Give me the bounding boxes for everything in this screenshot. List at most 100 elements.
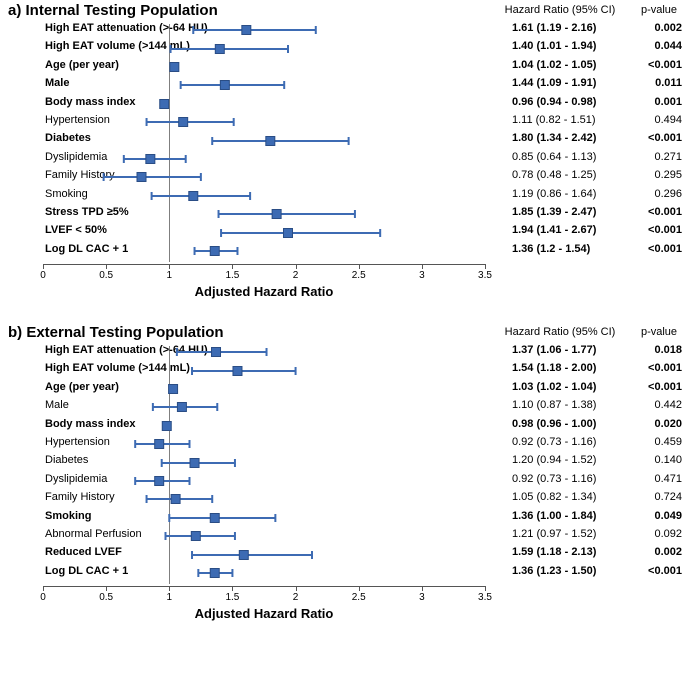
row-pvalue: 0.494 [632, 114, 682, 126]
col-header-hr: Hazard Ratio (95% CI) [490, 326, 630, 338]
x-axis-label: Adjusted Hazard Ratio [184, 284, 344, 299]
ci-marker [0, 546, 495, 564]
row-hr: 1.61 (1.19 - 2.16) [512, 22, 622, 34]
row-pvalue: <0.001 [632, 362, 682, 374]
row-pvalue: 0.001 [632, 96, 682, 108]
axis-tick [485, 264, 486, 269]
row-pvalue: 0.002 [632, 22, 682, 34]
x-axis [43, 586, 485, 587]
row-hr: 1.05 (0.82 - 1.34) [512, 491, 622, 503]
ci-marker [0, 343, 495, 361]
row-hr: 1.11 (0.82 - 1.51) [512, 114, 622, 126]
axis-tick [232, 586, 233, 591]
axis-tick [43, 586, 44, 591]
row-hr: 1.21 (0.97 - 1.52) [512, 528, 622, 540]
row-hr: 1.59 (1.18 - 2.13) [512, 546, 622, 558]
row-pvalue: 0.295 [632, 169, 682, 181]
axis-tick-label: 2 [293, 592, 299, 603]
row-hr: 1.20 (0.94 - 1.52) [512, 454, 622, 466]
col-header-hr: Hazard Ratio (95% CI) [490, 4, 630, 16]
x-axis [43, 264, 485, 265]
ci-marker [0, 509, 495, 527]
row-hr: 1.37 (1.06 - 1.77) [512, 344, 622, 356]
row-pvalue: 0.049 [632, 510, 682, 522]
axis-tick [169, 586, 170, 591]
axis-tick-label: 3.5 [478, 592, 492, 603]
axis-tick [169, 264, 170, 269]
row-hr: 1.54 (1.18 - 2.00) [512, 362, 622, 374]
ci-marker [0, 132, 495, 150]
row-pvalue: 0.471 [632, 473, 682, 485]
col-header-p: p-value [634, 326, 684, 338]
row-hr: 0.98 (0.96 - 1.00) [512, 418, 622, 430]
ci-marker [0, 95, 495, 113]
axis-tick-label: 1 [167, 270, 173, 281]
axis-tick [359, 586, 360, 591]
axis-tick-label: 2.5 [352, 270, 366, 281]
ci-marker [0, 380, 495, 398]
row-hr: 1.85 (1.39 - 2.47) [512, 206, 622, 218]
ci-marker [0, 113, 495, 131]
row-pvalue: 0.724 [632, 491, 682, 503]
axis-tick-label: 0.5 [99, 270, 113, 281]
ci-marker [0, 242, 495, 260]
row-pvalue: 0.020 [632, 418, 682, 430]
row-pvalue: 0.092 [632, 528, 682, 540]
row-pvalue: <0.001 [632, 224, 682, 236]
row-pvalue: <0.001 [632, 206, 682, 218]
row-hr: 1.36 (1.2 - 1.54) [512, 243, 622, 255]
axis-tick [232, 264, 233, 269]
axis-tick-label: 3 [419, 592, 425, 603]
row-pvalue: <0.001 [632, 59, 682, 71]
axis-tick [359, 264, 360, 269]
row-hr: 0.96 (0.94 - 0.98) [512, 96, 622, 108]
row-hr: 1.36 (1.23 - 1.50) [512, 565, 622, 577]
ci-marker [0, 40, 495, 58]
row-hr: 1.80 (1.34 - 2.42) [512, 132, 622, 144]
row-hr: 1.03 (1.02 - 1.04) [512, 381, 622, 393]
ci-marker [0, 564, 495, 582]
row-pvalue: 0.296 [632, 188, 682, 200]
ci-marker [0, 21, 495, 39]
axis-tick-label: 2.5 [352, 592, 366, 603]
row-pvalue: <0.001 [632, 132, 682, 144]
col-header-p: p-value [634, 4, 684, 16]
row-hr: 0.78 (0.48 - 1.25) [512, 169, 622, 181]
axis-tick-label: 1 [167, 592, 173, 603]
panel-title: b) External Testing Population [8, 324, 224, 341]
ci-marker [0, 168, 495, 186]
row-hr: 1.44 (1.09 - 1.91) [512, 77, 622, 89]
ci-marker [0, 76, 495, 94]
ci-marker [0, 58, 495, 76]
axis-tick [43, 264, 44, 269]
row-pvalue: 0.442 [632, 399, 682, 411]
ci-marker [0, 362, 495, 380]
row-pvalue: <0.001 [632, 565, 682, 577]
row-pvalue: 0.271 [632, 151, 682, 163]
ci-marker [0, 454, 495, 472]
ci-marker [0, 417, 495, 435]
axis-tick [422, 586, 423, 591]
row-hr: 0.92 (0.73 - 1.16) [512, 473, 622, 485]
x-axis-label: Adjusted Hazard Ratio [184, 606, 344, 621]
axis-tick-label: 2 [293, 270, 299, 281]
ci-marker [0, 224, 495, 242]
axis-tick [296, 586, 297, 591]
axis-tick-label: 1.5 [225, 270, 239, 281]
row-pvalue: <0.001 [632, 243, 682, 255]
ci-marker [0, 187, 495, 205]
axis-tick-label: 1.5 [225, 592, 239, 603]
panel-title: a) Internal Testing Population [8, 2, 218, 19]
ci-marker [0, 472, 495, 490]
ci-marker [0, 435, 495, 453]
row-pvalue: 0.140 [632, 454, 682, 466]
ci-marker [0, 398, 495, 416]
axis-tick-label: 0.5 [99, 592, 113, 603]
row-hr: 1.94 (1.41 - 2.67) [512, 224, 622, 236]
axis-tick [106, 586, 107, 591]
axis-tick-label: 3.5 [478, 270, 492, 281]
row-hr: 1.19 (0.86 - 1.64) [512, 188, 622, 200]
row-pvalue: 0.011 [632, 77, 682, 89]
row-pvalue: 0.459 [632, 436, 682, 448]
axis-tick [485, 586, 486, 591]
